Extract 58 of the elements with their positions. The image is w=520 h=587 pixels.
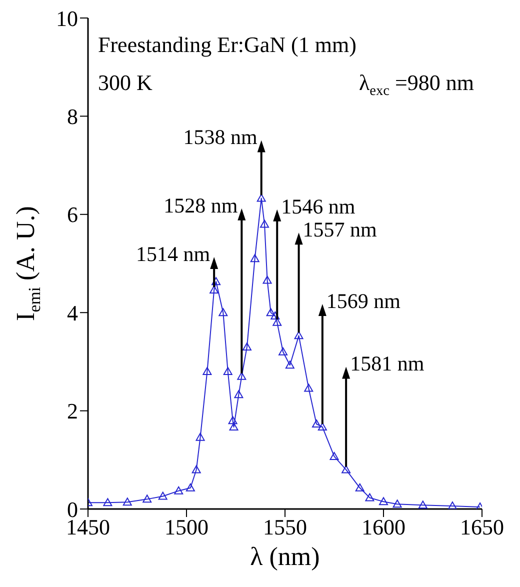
point: [158, 492, 168, 500]
point: [278, 347, 288, 356]
point: [174, 486, 184, 494]
x-axis-title: λ (nm): [250, 542, 320, 571]
annotation: 1557 nm: [302, 218, 377, 242]
y-tick-label: 4: [67, 300, 78, 326]
y-tick-label: 10: [56, 6, 78, 31]
point: [103, 498, 112, 506]
annotation: λ$_{exc}$ =980 nm: [358, 70, 474, 99]
annotation: 1546 nm: [281, 194, 356, 218]
point: [202, 367, 212, 376]
point: [192, 465, 201, 474]
x-tick-label: 1600: [362, 514, 406, 540]
x-tick-label: 1550: [263, 514, 307, 540]
x-tick-label: 1650: [460, 514, 504, 540]
point: [262, 276, 272, 284]
point: [294, 331, 304, 340]
point: [448, 502, 457, 509]
point: [266, 308, 276, 316]
point: [234, 390, 244, 398]
annotation: Freestanding Er:GaN (1 mm): [98, 32, 356, 57]
annotation: 1569 nm: [326, 289, 401, 314]
point: [365, 493, 374, 502]
point: [142, 494, 152, 503]
point: [304, 384, 314, 392]
point: [260, 220, 270, 228]
annotation: 1528 nm: [164, 193, 238, 218]
point: [196, 432, 205, 441]
point: [223, 367, 232, 376]
point: [250, 254, 260, 262]
annotation: 1581 nm: [350, 352, 424, 376]
point: [418, 500, 428, 509]
point: [237, 372, 246, 380]
point: [122, 498, 132, 506]
y-tick-label: 6: [67, 202, 78, 228]
point: [270, 312, 280, 320]
annotation: 1514 nm: [136, 242, 210, 266]
point: [379, 497, 388, 506]
point: [210, 286, 219, 294]
point: [229, 422, 238, 431]
y-tick-label: 2: [67, 398, 78, 424]
annotation: 300 K: [98, 70, 152, 95]
point: [186, 483, 195, 492]
point: [256, 194, 266, 202]
point: [342, 465, 351, 474]
point: [212, 277, 221, 286]
point: [285, 360, 294, 369]
point: [392, 500, 402, 508]
point: [318, 422, 327, 431]
point: [218, 308, 228, 316]
point: [312, 420, 322, 428]
point: [355, 483, 364, 492]
x-tick-label: 1500: [164, 514, 208, 540]
point: [330, 452, 339, 460]
annotation: 1538 nm: [183, 125, 258, 150]
point: [242, 342, 252, 350]
point: [228, 416, 238, 424]
y-tick-label: 8: [67, 104, 78, 130]
